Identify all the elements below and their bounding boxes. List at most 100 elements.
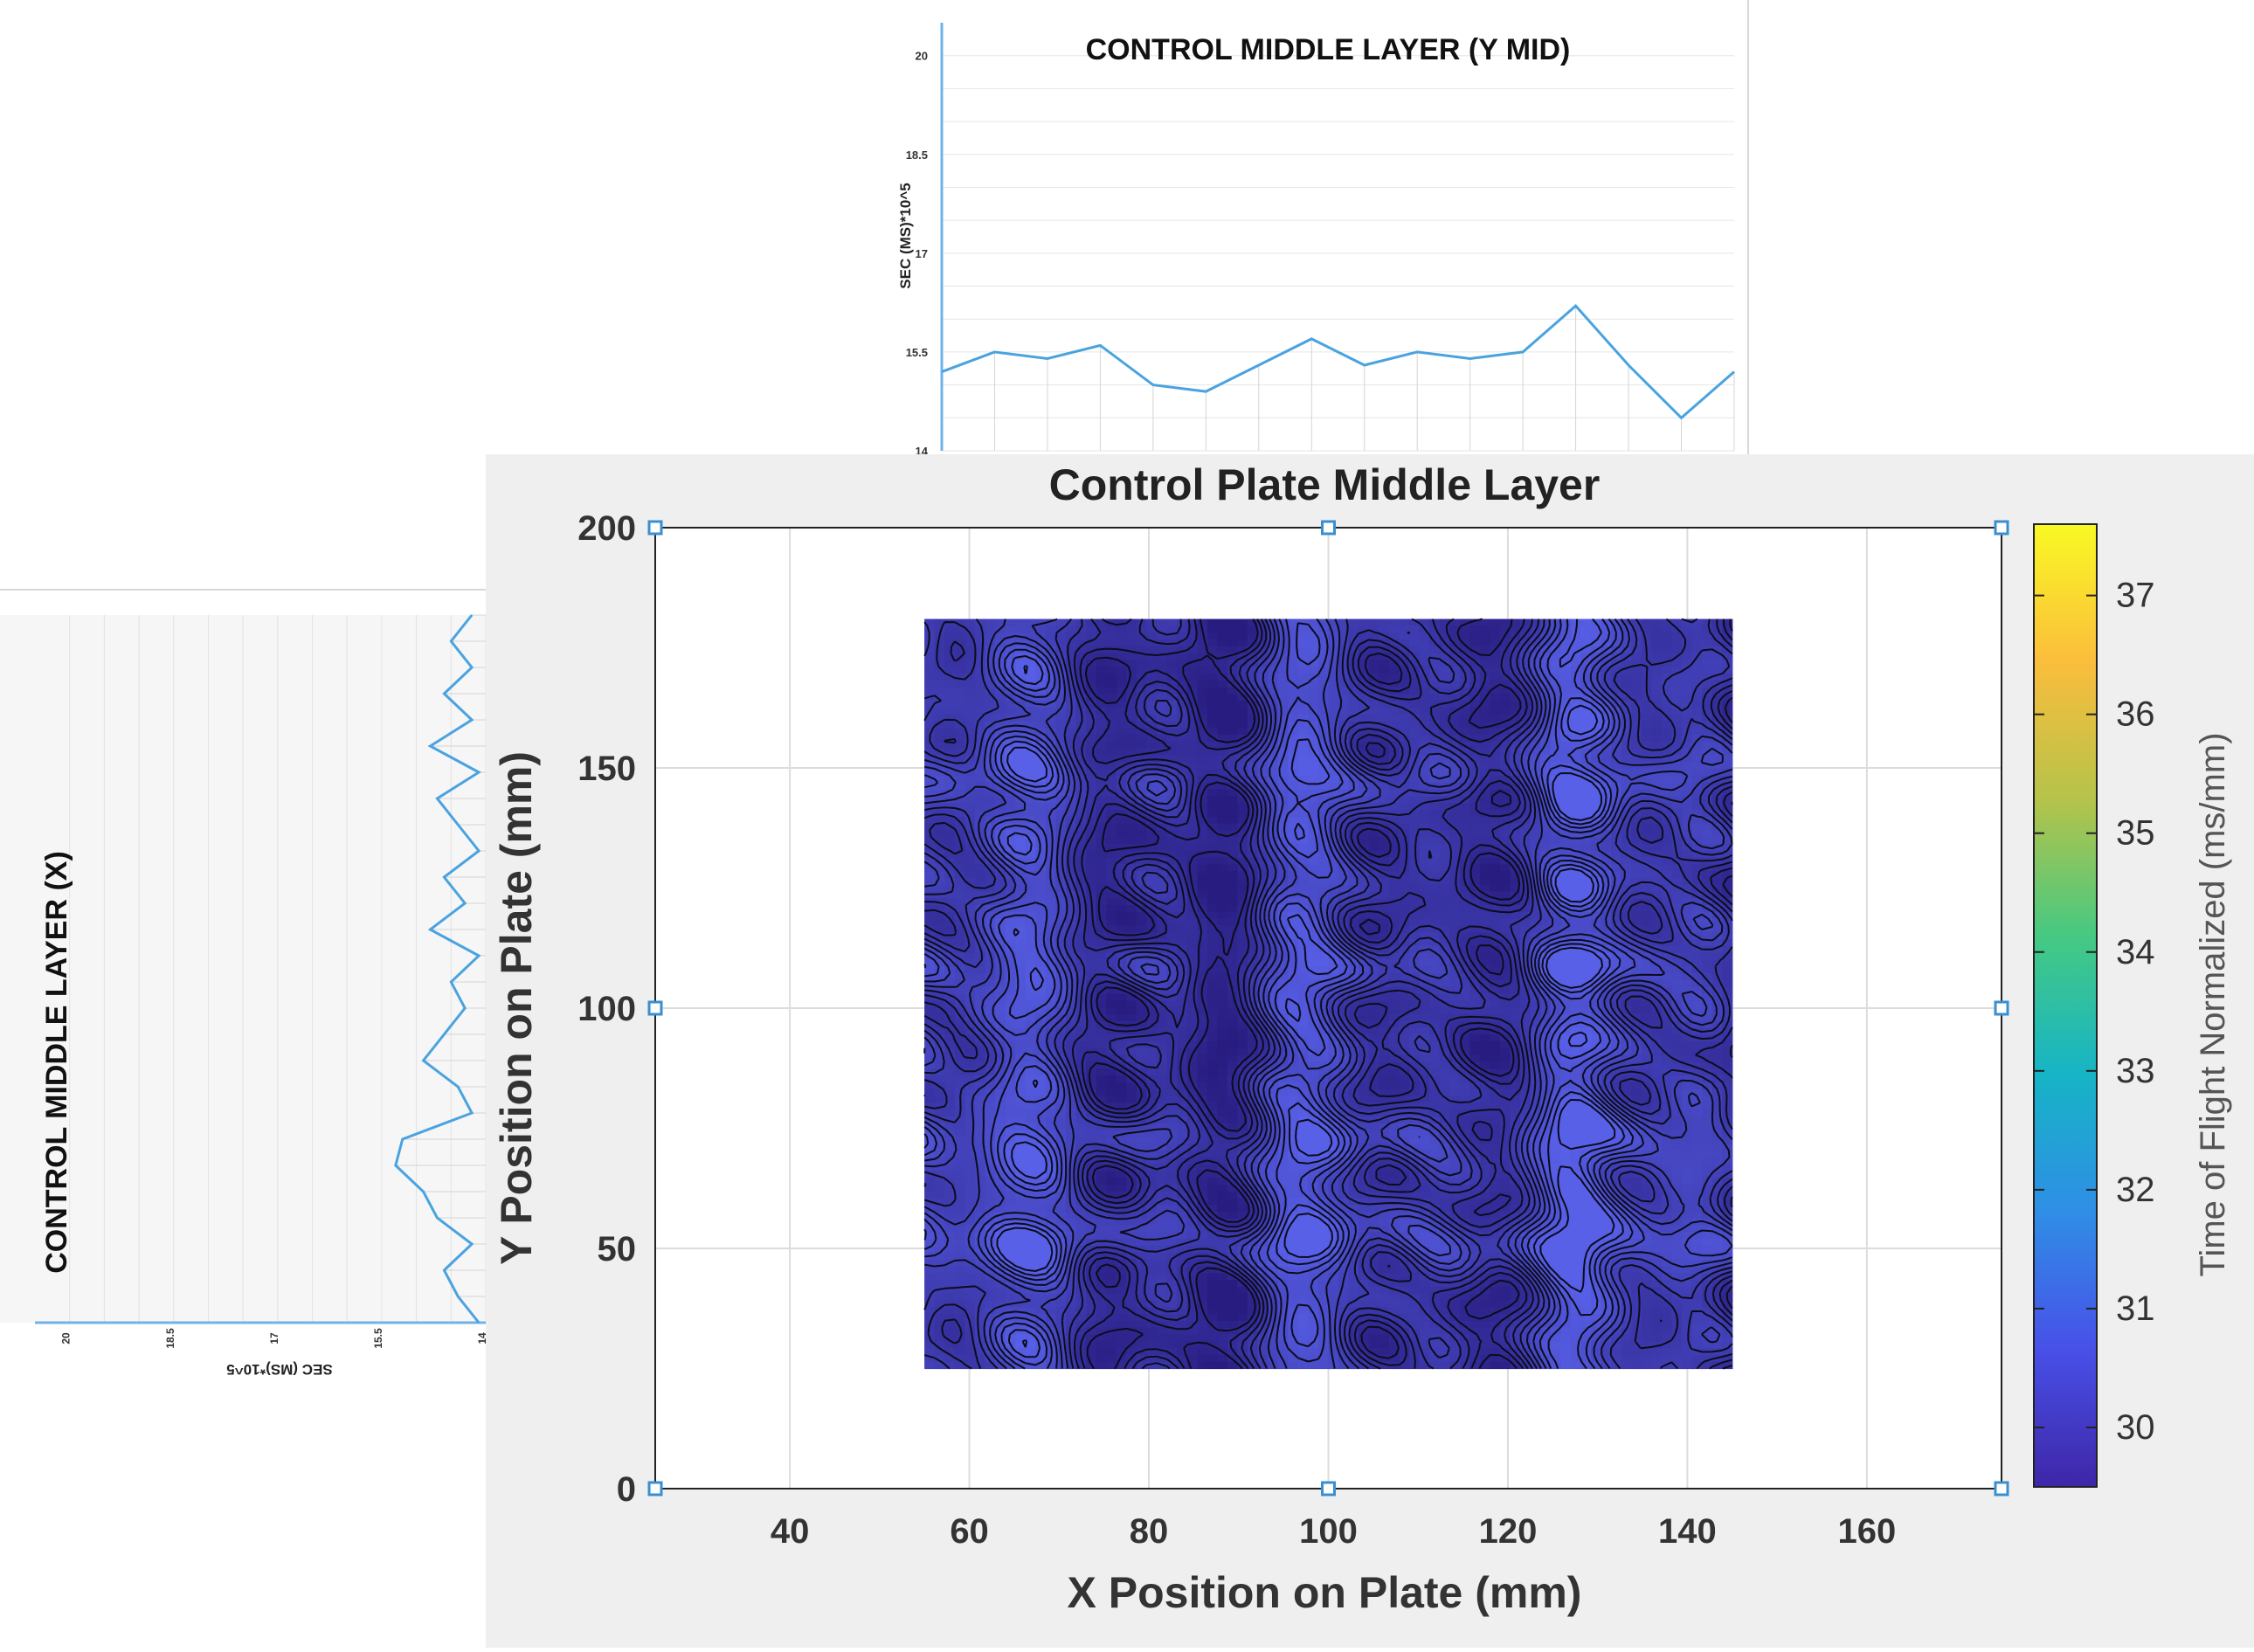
contour-cell <box>1217 973 1227 980</box>
contour-cell <box>1480 864 1490 871</box>
contour-cell <box>1662 735 1672 742</box>
contour-cell <box>924 681 935 688</box>
contour-cell <box>1066 939 1076 946</box>
contour-cell <box>1126 1007 1137 1014</box>
contour-cell <box>1126 824 1137 831</box>
contour-cell <box>955 632 965 639</box>
contour-cell <box>1227 817 1238 824</box>
contour-cell <box>1560 973 1571 980</box>
contour-cell <box>1580 926 1591 933</box>
contour-cell <box>1288 960 1298 967</box>
contour-cell <box>1258 919 1269 926</box>
contour-cell <box>1642 728 1652 735</box>
contour-cell <box>1671 728 1682 735</box>
contour-cell <box>1389 674 1400 681</box>
contour-cell <box>1035 912 1046 919</box>
contour-cell <box>944 626 955 632</box>
contour-cell <box>1015 619 1026 626</box>
contour-cell <box>1449 674 1460 681</box>
contour-cell <box>1086 932 1096 939</box>
contour-cell <box>975 973 985 980</box>
contour-cell <box>1722 966 1732 973</box>
contour-cell <box>1469 912 1480 919</box>
contour-cell <box>1399 1000 1409 1007</box>
contour-cell <box>1651 619 1662 626</box>
contour-cell <box>1015 1007 1026 1014</box>
contour-cell <box>1671 892 1682 899</box>
contour-cell <box>975 776 985 783</box>
contour-cell <box>1117 830 1127 837</box>
contour-cell <box>1369 966 1379 973</box>
contour-cell <box>1379 905 1389 912</box>
contour-cell <box>1066 626 1076 632</box>
contour-cell <box>1601 844 1612 851</box>
contour-cell <box>1137 926 1147 933</box>
contour-cell <box>1167 919 1178 926</box>
contour-cell <box>1278 824 1289 831</box>
contour-cell <box>1429 1000 1440 1007</box>
contour-cell <box>1096 688 1107 695</box>
contour-cell <box>1631 667 1642 674</box>
contour-cell <box>1580 885 1591 892</box>
contour-cell <box>1631 851 1642 858</box>
contour-cell <box>935 681 945 688</box>
contour-cell <box>1702 960 1712 967</box>
contour-cell <box>1197 701 1207 708</box>
contour-cell <box>1469 803 1480 810</box>
contour-cell <box>1571 803 1581 810</box>
contour-cell <box>1399 722 1409 729</box>
contour-cell <box>1651 626 1662 632</box>
contour-cell <box>1288 667 1298 674</box>
contour-cell <box>1490 756 1500 763</box>
contour-cell <box>1308 776 1318 783</box>
contour-cell <box>1651 830 1662 837</box>
contour-cell <box>1329 864 1339 871</box>
contour-cell <box>1409 871 1420 878</box>
contour-cell <box>1359 660 1369 667</box>
contour-cell <box>1692 824 1703 831</box>
contour-cell <box>1520 960 1531 967</box>
contour-cell <box>1137 830 1147 837</box>
contour-cell <box>1631 674 1642 681</box>
contour-cell <box>1500 919 1511 926</box>
contour-cell <box>1692 905 1703 912</box>
contour-cell <box>975 688 985 695</box>
contour-cell <box>935 885 945 892</box>
contour-cell <box>1490 885 1500 892</box>
contour-cell <box>1440 898 1450 905</box>
contour-cell <box>944 837 955 844</box>
contour-cell <box>975 878 985 885</box>
contour-cell <box>1449 837 1460 844</box>
contour-cell <box>1207 898 1218 905</box>
contour-cell <box>1692 749 1703 756</box>
contour-cell <box>1389 885 1400 892</box>
contour-cell <box>1298 769 1309 776</box>
contour-cell <box>1187 735 1198 742</box>
contour-cell <box>1197 892 1207 899</box>
contour-cell <box>1571 919 1581 926</box>
contour-cell <box>1217 722 1227 729</box>
contour-cell <box>1308 858 1318 865</box>
contour-cell <box>1379 1007 1389 1014</box>
contour-cell <box>1349 619 1359 626</box>
contour-cell <box>1268 871 1278 878</box>
contour-cell <box>1511 756 1521 763</box>
contour-cell <box>1389 892 1400 899</box>
contour-cell <box>1621 912 1632 919</box>
contour-cell <box>1035 810 1046 817</box>
contour-cell <box>1157 1021 1167 1028</box>
contour-cell <box>1076 810 1087 817</box>
contour-cell <box>1035 892 1046 899</box>
contour-cell <box>935 966 945 973</box>
contour-cell <box>1702 626 1712 632</box>
contour-cell <box>1490 1000 1500 1007</box>
contour-cell <box>1571 953 1581 960</box>
contour-cell <box>1157 796 1167 803</box>
contour-cell <box>1268 864 1278 871</box>
contour-cell <box>1379 953 1389 960</box>
contour-cell <box>1460 824 1470 831</box>
contour-cell <box>1702 742 1712 749</box>
contour-cell <box>1379 660 1389 667</box>
contour-cell <box>1207 674 1218 681</box>
contour-cell <box>1571 926 1581 933</box>
